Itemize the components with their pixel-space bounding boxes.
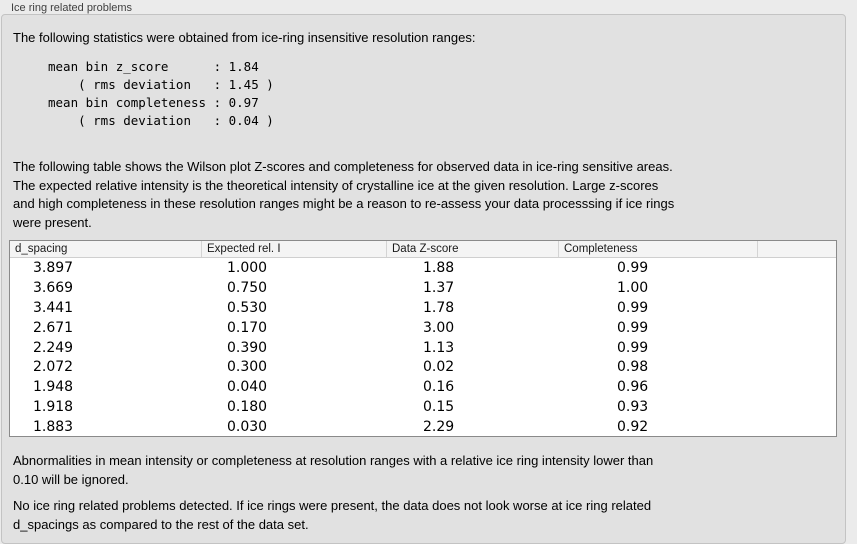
table-header-data-z-score[interactable]: Data Z-score [387,241,559,257]
cell-expected-rel-i: 0.300 [227,359,268,376]
description-line: were present. [13,214,92,230]
table-header-empty [758,241,836,257]
cell-completeness: 0.92 [617,419,649,436]
cell-data-z-score: 0.02 [423,359,455,376]
cell-completeness: 0.99 [617,319,649,336]
cell-d-spacing: 1.918 [33,399,74,416]
stat-line-z-rms-deviation: ( rms deviation : 1.45 ) [48,77,274,92]
cell-completeness: 0.99 [617,339,649,356]
stat-line-mean-completeness: mean bin completeness : 0.97 [48,95,259,110]
description-line: The following table shows the Wilson plo… [13,159,673,174]
cell-expected-rel-i: 0.170 [227,319,268,336]
table-row[interactable]: 2.249 0.390 1.13 0.99 [10,338,836,358]
cell-data-z-score: 1.88 [423,259,455,276]
stats-block: mean bin z_score : 1.84 ( rms deviation … [48,58,274,130]
cell-data-z-score: 1.13 [423,339,455,356]
cell-d-spacing: 3.441 [33,299,74,316]
cell-expected-rel-i: 0.180 [227,399,268,416]
cell-d-spacing: 3.897 [33,259,74,276]
result-note-line: No ice ring related problems detected. I… [13,498,652,513]
cell-completeness: 0.96 [617,379,649,396]
cell-d-spacing: 1.883 [33,419,74,436]
cell-d-spacing: 3.669 [33,279,74,296]
table-row[interactable]: 3.441 0.530 1.78 0.99 [10,298,836,318]
table-header-expected-rel-i[interactable]: Expected rel. I [202,241,387,257]
table-row[interactable]: 3.897 1.000 1.88 0.99 [10,258,836,278]
ignore-note-line: 0.10 will be ignored. [13,471,129,487]
cell-d-spacing: 2.671 [33,319,74,336]
intro-text: The following statistics were obtained f… [13,30,476,45]
cell-d-spacing: 1.948 [33,379,74,396]
stat-line-completeness-rms-deviation: ( rms deviation : 0.04 ) [48,113,274,128]
ignore-note: Abnormalities in mean intensity or compl… [13,452,653,489]
table-row[interactable]: 2.671 0.170 3.00 0.99 [10,318,836,338]
panel-title: Ice ring related problems [11,2,133,14]
result-note-line: d_spacings as compared to the rest of th… [13,516,309,532]
ignore-note-line: Abnormalities in mean intensity or compl… [13,453,654,468]
table-row[interactable]: 1.918 0.180 0.15 0.93 [10,397,836,417]
cell-data-z-score: 3.00 [423,319,455,336]
cell-expected-rel-i: 1.000 [227,259,268,276]
table-row[interactable]: 2.072 0.300 0.02 0.98 [10,357,836,377]
cell-expected-rel-i: 0.750 [227,279,268,296]
description-line: and high completeness in these resolutio… [13,196,675,211]
cell-data-z-score: 0.16 [423,379,455,396]
ice-ring-table: d_spacing Expected rel. I Data Z-score C… [9,240,837,437]
cell-data-z-score: 0.15 [423,399,455,416]
table-body: 3.897 1.000 1.88 0.99 3.669 0.750 1.37 1… [10,258,836,437]
stat-line-mean-z-score: mean bin z_score : 1.84 [48,59,259,74]
cell-expected-rel-i: 0.530 [227,299,268,316]
table-header-row: d_spacing Expected rel. I Data Z-score C… [10,241,836,258]
table-row[interactable]: 1.883 0.030 2.29 0.92 [10,417,836,437]
table-header-d-spacing[interactable]: d_spacing [10,241,202,257]
description-line: The expected relative intensity is the t… [13,177,659,193]
cell-expected-rel-i: 0.040 [227,379,268,396]
cell-data-z-score: 2.29 [423,419,455,436]
cell-d-spacing: 2.249 [33,339,74,356]
table-row[interactable]: 3.669 0.750 1.37 1.00 [10,278,836,298]
cell-completeness: 0.98 [617,359,649,376]
cell-data-z-score: 1.37 [423,279,455,296]
cell-completeness: 0.99 [617,299,649,316]
cell-completeness: 1.00 [617,279,649,296]
cell-completeness: 0.99 [617,259,649,276]
table-row[interactable]: 1.948 0.040 0.16 0.96 [10,377,836,397]
cell-completeness: 0.93 [617,399,649,416]
table-header-completeness[interactable]: Completeness [559,241,758,257]
cell-expected-rel-i: 0.030 [227,419,268,436]
description-text: The following table shows the Wilson plo… [13,158,674,232]
result-note: No ice ring related problems detected. I… [13,497,651,534]
cell-data-z-score: 1.78 [423,299,455,316]
cell-expected-rel-i: 0.390 [227,339,268,356]
cell-d-spacing: 2.072 [33,359,74,376]
